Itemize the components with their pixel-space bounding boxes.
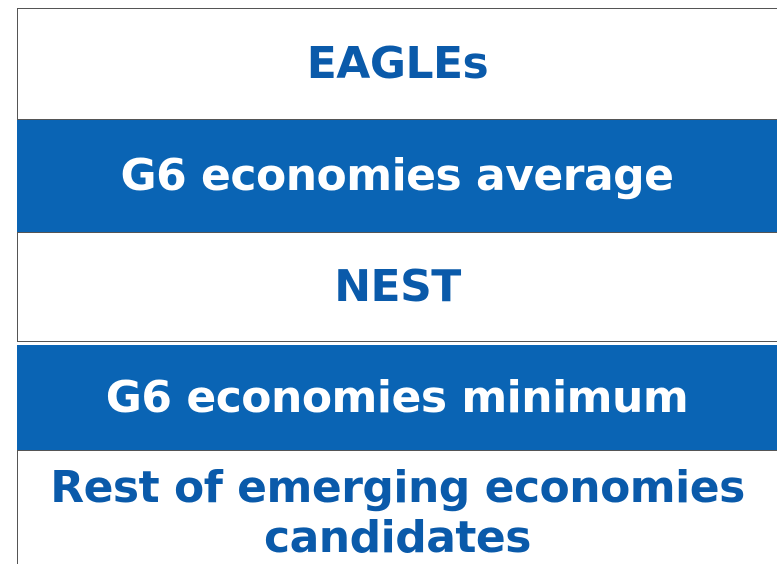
- row-box: NEST: [17, 232, 777, 342]
- row-label: G6 economies minimum: [105, 371, 689, 423]
- row-box: G6 economies average: [17, 120, 777, 232]
- row-label: NEST: [334, 261, 461, 312]
- row-label: EAGLEs: [306, 38, 489, 89]
- row-box: G6 economies minimum: [17, 345, 777, 450]
- row-box: Rest of emerging economies candidates: [17, 450, 777, 564]
- row-label: G6 economies average: [120, 150, 674, 201]
- row-label: Rest of emerging economies candidates: [50, 462, 745, 563]
- row-box: EAGLEs: [17, 8, 777, 120]
